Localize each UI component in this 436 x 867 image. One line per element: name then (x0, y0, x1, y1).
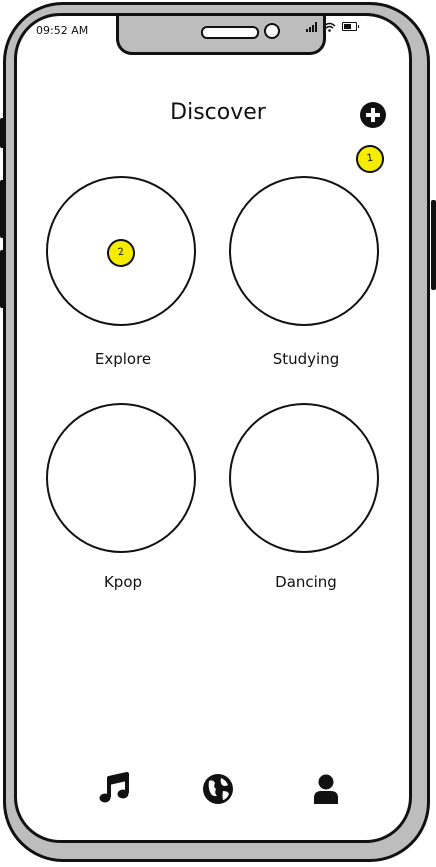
music-note-icon (99, 772, 129, 803)
signal-icon (306, 22, 317, 32)
status-icons (306, 22, 359, 32)
tab-music[interactable] (98, 772, 134, 808)
wifi-icon (323, 22, 336, 32)
notch (116, 16, 326, 55)
side-button-left-1 (0, 118, 5, 148)
side-button-right (431, 200, 436, 290)
category-label: Kpop (103, 573, 143, 591)
side-button-left-3 (0, 250, 5, 308)
front-camera (264, 23, 280, 39)
category-image (229, 403, 379, 553)
tab-profile[interactable] (309, 772, 345, 808)
side-button-left-2 (0, 180, 5, 238)
status-time: 09:52 AM (36, 24, 89, 37)
category-label: Explore (94, 350, 152, 368)
add-button[interactable] (360, 102, 386, 128)
category-image (229, 176, 379, 326)
tab-explore[interactable] (201, 772, 237, 808)
page-title: Discover (170, 100, 266, 125)
battery-icon (342, 22, 359, 31)
globe-icon (203, 774, 233, 804)
speaker-grille (201, 26, 259, 39)
category-image (46, 403, 196, 553)
category-label: Studying (272, 350, 340, 368)
category-label: Dancing (275, 573, 337, 591)
user-icon (314, 774, 338, 804)
